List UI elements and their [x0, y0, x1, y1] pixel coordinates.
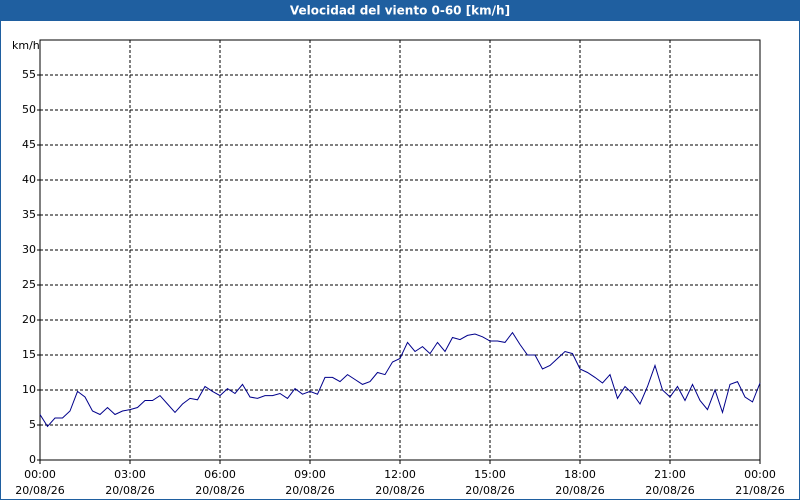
y-tick-label: 45 — [22, 138, 36, 151]
x-tick-label: 00:00 — [744, 468, 776, 481]
y-tick-label: 20 — [22, 313, 36, 326]
y-tick-label: 10 — [22, 383, 36, 396]
x-tick-label: 15:00 — [474, 468, 506, 481]
y-tick-label: 15 — [22, 348, 36, 361]
x-tick-date: 20/08/26 — [195, 484, 244, 497]
x-tick-label: 03:00 — [114, 468, 146, 481]
x-tick-date: 20/08/26 — [15, 484, 64, 497]
x-tick-label: 06:00 — [204, 468, 236, 481]
y-tick-label: 5 — [29, 418, 36, 431]
y-tick-label: 35 — [22, 208, 36, 221]
y-tick-label: 40 — [22, 173, 36, 186]
x-tick-label: 18:00 — [564, 468, 596, 481]
y-tick-label: 55 — [22, 68, 36, 81]
x-tick-date: 21/08/26 — [735, 484, 784, 497]
x-tick-label: 00:00 — [24, 468, 56, 481]
x-tick-date: 20/08/26 — [465, 484, 514, 497]
y-tick-label: 0 — [29, 453, 36, 466]
x-tick-date: 20/08/26 — [285, 484, 334, 497]
x-tick-label: 12:00 — [384, 468, 416, 481]
y-tick-label: 50 — [22, 103, 36, 116]
title-bar — [0, 0, 800, 21]
x-tick-date: 20/08/26 — [555, 484, 604, 497]
x-tick-date: 20/08/26 — [375, 484, 424, 497]
y-axis-label: km/h — [12, 39, 40, 52]
y-tick-label: 25 — [22, 278, 36, 291]
x-tick-label: 09:00 — [294, 468, 326, 481]
y-tick-label: 30 — [22, 243, 36, 256]
data-line — [39, 331, 761, 428]
x-tick-label: 21:00 — [654, 468, 686, 481]
chart-title: Velocidad del viento 0-60 [km/h] — [290, 4, 510, 18]
x-tick-date: 20/08/26 — [645, 484, 694, 497]
x-tick-date: 20/08/26 — [105, 484, 154, 497]
